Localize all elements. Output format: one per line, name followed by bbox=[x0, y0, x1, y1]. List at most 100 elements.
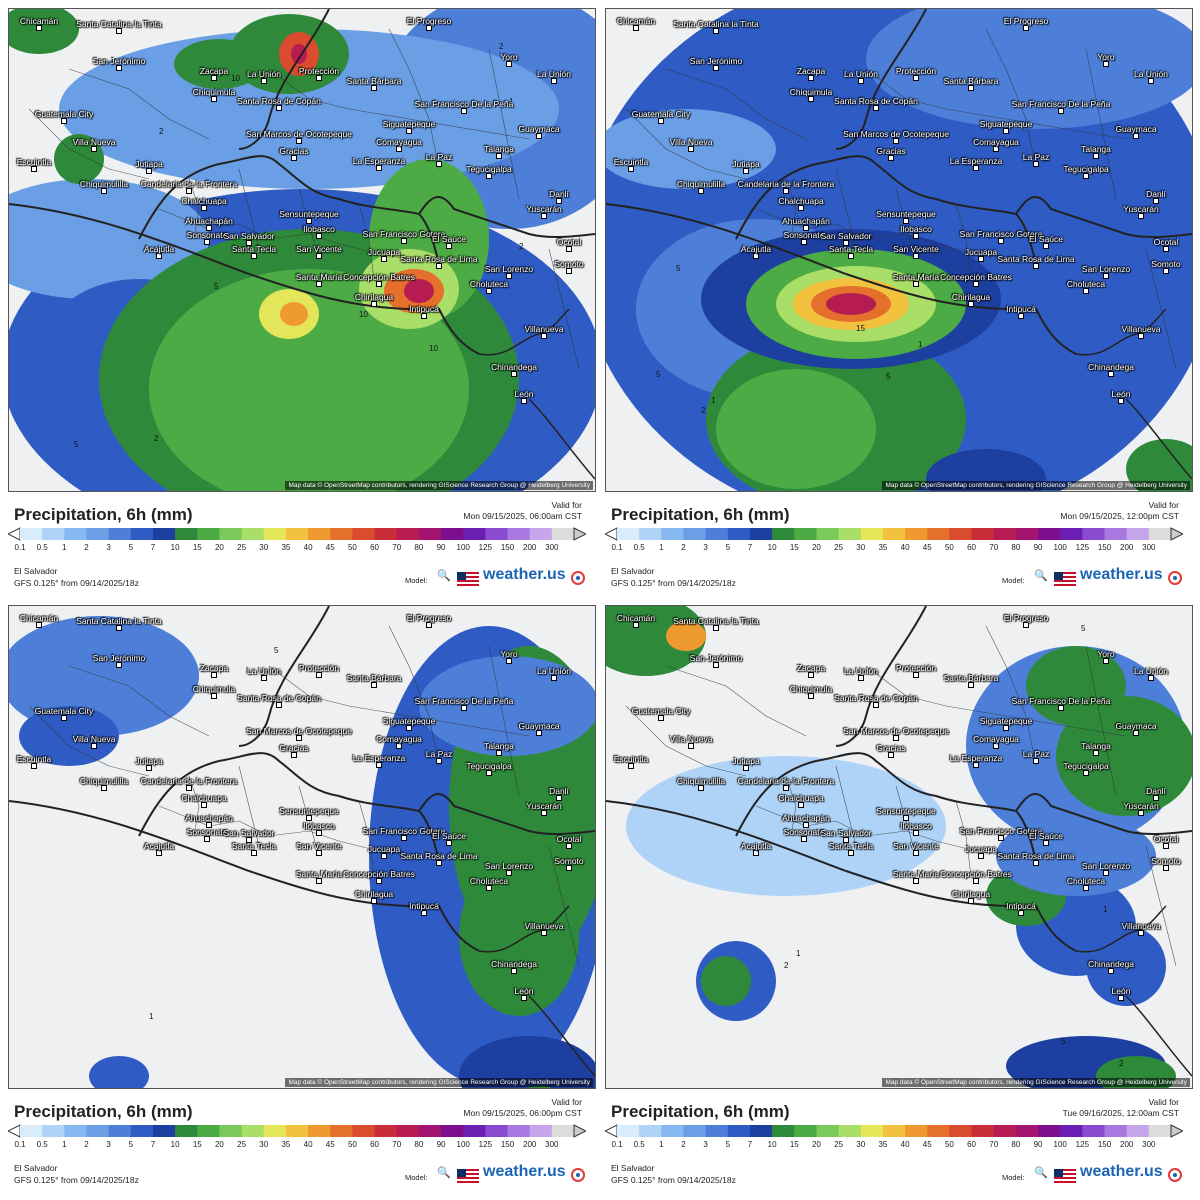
city-marker bbox=[566, 246, 572, 252]
city-label: Sonsonate bbox=[186, 230, 228, 240]
panel-title: Precipitation, 6h (mm) bbox=[611, 1102, 790, 1121]
magnifier-hd-icon: 🔍 bbox=[437, 570, 451, 582]
city-marker bbox=[973, 165, 979, 171]
precip-field: 2 1 5 10 10 2 5 2 2 10 bbox=[9, 9, 595, 491]
city-label: El Saúce bbox=[1028, 831, 1064, 841]
scale-tick-label: 90 bbox=[1033, 1140, 1043, 1149]
city-marker bbox=[536, 133, 542, 139]
city-label: Danlí bbox=[1146, 189, 1166, 199]
city-label: San Vicente bbox=[893, 244, 939, 254]
precip-area bbox=[716, 369, 876, 489]
color-scale-ticks: 0.1 0.5 1 2 3 5 7 10 15 20 25 30 35 40 45 50 60 70 80 90 100… bbox=[8, 1140, 586, 1152]
city-label: San Lorenzo bbox=[1081, 861, 1131, 871]
scale-swatch bbox=[1038, 1125, 1061, 1137]
city-marker bbox=[486, 173, 492, 179]
city-marker bbox=[211, 96, 217, 102]
city-label: Sonsonate bbox=[783, 827, 825, 837]
scale-swatch bbox=[463, 528, 486, 540]
city-marker bbox=[566, 268, 572, 274]
city-marker bbox=[1138, 810, 1144, 816]
scale-tick-label: 30 bbox=[259, 1140, 269, 1149]
city-marker bbox=[843, 837, 849, 843]
city-marker bbox=[436, 161, 442, 167]
city-label: Ahuachapán bbox=[782, 813, 830, 823]
scale-swatch bbox=[1015, 528, 1039, 540]
scale-tick-label: 45 bbox=[922, 1140, 932, 1149]
city-marker bbox=[973, 281, 979, 287]
city-marker bbox=[551, 78, 557, 84]
city-marker bbox=[858, 78, 864, 84]
scale-swatch bbox=[108, 528, 132, 540]
scale-swatch bbox=[617, 528, 640, 540]
model-label: Model: bbox=[1002, 1173, 1025, 1182]
scale-swatch bbox=[905, 1125, 928, 1137]
city-marker bbox=[1093, 153, 1099, 159]
city-marker bbox=[541, 213, 547, 219]
scale-swatch bbox=[727, 1125, 751, 1137]
city-marker bbox=[1058, 705, 1064, 711]
scale-swatch bbox=[683, 1125, 707, 1137]
valid-time: Mon 09/15/2025, 12:00pm CST bbox=[1060, 511, 1179, 521]
precip-area bbox=[280, 302, 308, 326]
scale-tick-label: 1 bbox=[62, 543, 67, 552]
city-label: Somoto bbox=[1151, 856, 1181, 866]
scale-tick-label: 100 bbox=[1053, 543, 1067, 552]
city-marker bbox=[893, 735, 899, 741]
precip-area bbox=[9, 9, 79, 54]
city-marker bbox=[461, 705, 467, 711]
city-marker bbox=[1118, 398, 1124, 404]
scale-swatch bbox=[1038, 528, 1061, 540]
city-label: Villanueva bbox=[1121, 921, 1161, 931]
city-label: La Unión bbox=[536, 69, 572, 79]
city-marker bbox=[658, 118, 664, 124]
city-label: La Unión bbox=[246, 69, 282, 79]
scale-swatch bbox=[308, 1125, 331, 1137]
weather-us-logo[interactable]: weather.us bbox=[1080, 566, 1163, 583]
city-marker bbox=[1103, 61, 1109, 67]
scale-tick-label: 300 bbox=[1142, 543, 1156, 552]
city-marker bbox=[511, 371, 517, 377]
scale-swatch bbox=[64, 1125, 87, 1137]
model-run-label: GFS 0.125° from 09/14/2025/18z bbox=[611, 578, 736, 588]
precipitation-map[interactable]: 2 1 5 10 10 2 5 2 2 10 bbox=[8, 8, 596, 492]
city-marker bbox=[261, 675, 267, 681]
city-label: Protección bbox=[298, 663, 340, 673]
scale-right-arrow bbox=[1170, 1124, 1183, 1138]
scale-tick-label: 70 bbox=[989, 543, 999, 552]
precipitation-map[interactable]: 5 15 5 2 1 1 5 bbox=[605, 8, 1193, 492]
weather-us-logo[interactable]: weather.us bbox=[483, 1163, 566, 1180]
scale-tick-label: 80 bbox=[1011, 1140, 1021, 1149]
scale-tick-label: 1 bbox=[659, 543, 664, 552]
city-label: Guaymaca bbox=[518, 721, 560, 731]
scale-swatch bbox=[507, 1125, 531, 1137]
city-marker bbox=[913, 878, 919, 884]
city-marker bbox=[446, 243, 452, 249]
city-marker bbox=[291, 752, 297, 758]
precip-area bbox=[419, 656, 595, 756]
scale-swatch bbox=[617, 1125, 640, 1137]
city-label: San Jerónimo bbox=[92, 56, 146, 66]
scale-tick-label: 60 bbox=[370, 1140, 379, 1149]
city-label: Jutiapa bbox=[732, 159, 760, 169]
scale-tick-label: 20 bbox=[214, 1140, 224, 1149]
city-marker bbox=[116, 662, 122, 668]
contour-label: 10 bbox=[231, 74, 240, 83]
city-marker bbox=[1023, 25, 1029, 31]
weather-us-logo[interactable]: weather.us bbox=[1080, 1163, 1163, 1180]
city-marker bbox=[753, 850, 759, 856]
weather-us-logo[interactable]: weather.us bbox=[483, 566, 566, 583]
city-marker bbox=[246, 240, 252, 246]
city-label: Santa Rosa de Lima bbox=[997, 254, 1075, 264]
city-label: Sensuntepeque bbox=[279, 806, 339, 816]
city-marker bbox=[1083, 770, 1089, 776]
color-scale-bar bbox=[605, 527, 1183, 541]
scale-swatch bbox=[705, 1125, 729, 1137]
city-marker bbox=[1153, 198, 1159, 204]
city-label: La Unión bbox=[843, 666, 879, 676]
precip-area bbox=[89, 1056, 149, 1088]
city-label: San Vicente bbox=[296, 841, 342, 851]
city-label: Gracias bbox=[876, 146, 906, 156]
